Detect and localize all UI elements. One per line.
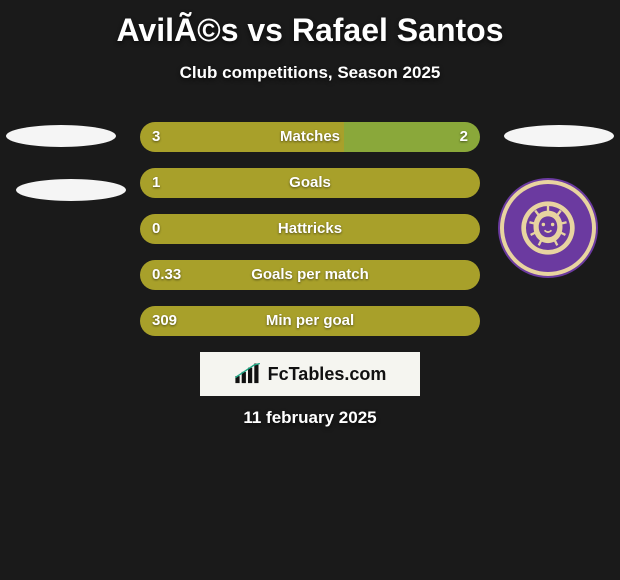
stat-row: 0.33Goals per match (140, 260, 480, 290)
lion-icon (519, 199, 577, 257)
bar-chart-icon (234, 363, 262, 385)
stat-label: Min per goal (140, 306, 480, 336)
stat-label: Hattricks (140, 214, 480, 244)
page-subtitle: Club competitions, Season 2025 (0, 63, 620, 83)
stat-row: 32Matches (140, 122, 480, 152)
club-badge (500, 180, 596, 276)
player2-photo-placeholder (504, 125, 614, 147)
player1-photo-placeholder (6, 125, 116, 147)
stat-row: 1Goals (140, 168, 480, 198)
stat-rows-container: 32Matches 1Goals 0Hattricks 0.33Goals per m… (140, 122, 480, 352)
footer-logo: FcTables.com (200, 352, 420, 396)
page-title: AvilÃ©s vs Rafael Santos (0, 0, 620, 49)
stat-label: Goals (140, 168, 480, 198)
stat-label: Goals per match (140, 260, 480, 290)
stat-row: 0Hattricks (140, 214, 480, 244)
stat-row: 309Min per goal (140, 306, 480, 336)
date-text: 11 february 2025 (0, 408, 620, 428)
player1-club-placeholder (16, 179, 126, 201)
footer-brand-text: FcTables.com (268, 364, 387, 385)
stat-label: Matches (140, 122, 480, 152)
